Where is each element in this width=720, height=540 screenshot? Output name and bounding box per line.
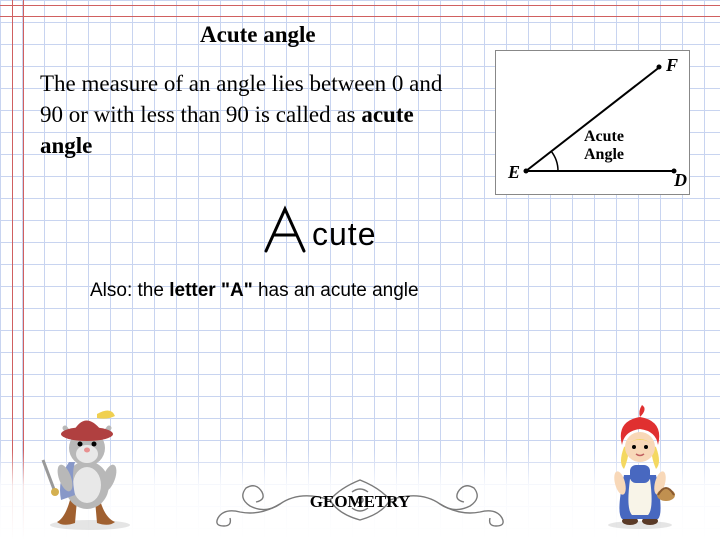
diagram-label-d: D <box>673 170 687 190</box>
definition-text: The measure of an angle lies between 0 a… <box>40 68 460 161</box>
diagram-label-angle: Angle <box>584 146 624 163</box>
slide-content: Acute angle The measure of an angle lies… <box>0 0 720 540</box>
diagram-label-f: F <box>665 55 678 75</box>
character-right-icon <box>590 405 690 530</box>
acute-wordmark: cute <box>260 205 376 253</box>
diagram-label-e: E <box>507 162 520 182</box>
also-prefix: Also: the <box>90 280 169 301</box>
character-left-icon <box>35 400 145 530</box>
also-suffix: has an acute angle <box>253 280 419 301</box>
page-title: Acute angle <box>200 22 316 48</box>
also-bold: letter "A" <box>169 280 252 301</box>
also-text: Also: the letter "A" has an acute angle <box>90 280 419 302</box>
wordmark-suffix: cute <box>312 218 376 253</box>
angle-diagram: F E D Acute Angle <box>495 50 690 195</box>
footer-label: GEOMETRY <box>310 492 410 512</box>
letter-a-icon <box>260 205 310 253</box>
diagram-label-acute: Acute <box>584 128 624 145</box>
